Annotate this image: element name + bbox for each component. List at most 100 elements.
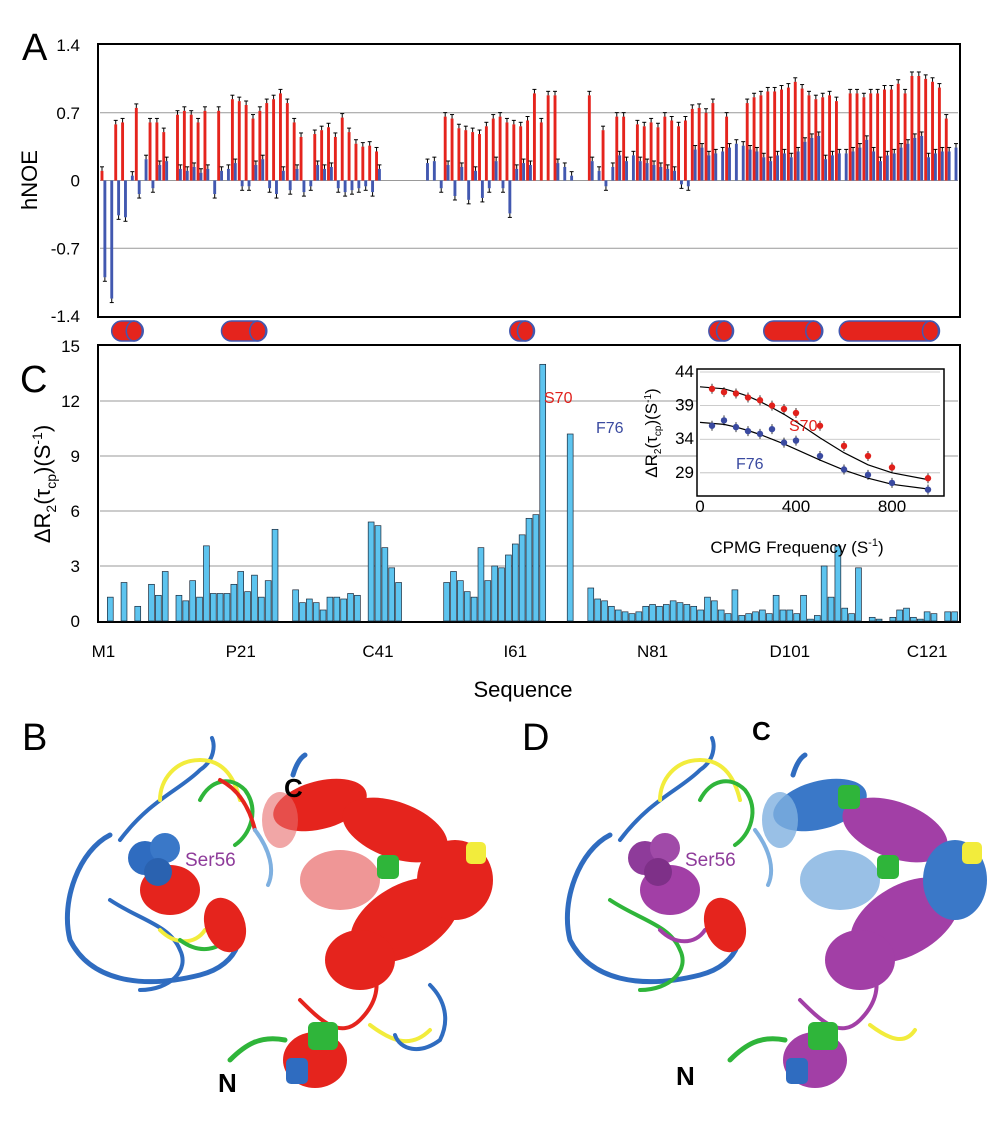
- helix-b-6: [325, 930, 395, 990]
- hnoe-bar: [828, 95, 832, 181]
- hnoe-bar: [539, 122, 543, 181]
- hnoe-bar: [151, 180, 155, 189]
- helix-cylinder: [838, 320, 941, 342]
- hnoe-bar: [831, 155, 834, 181]
- hnoe-bar: [285, 103, 289, 181]
- delta-r2-bar: [189, 580, 196, 622]
- hnoe-bar: [494, 161, 498, 181]
- helix-b-9: [262, 792, 298, 848]
- delta-r2-bar: [738, 615, 746, 622]
- inset-data-point: [888, 464, 896, 471]
- hnoe-bar: [343, 180, 347, 193]
- hnoe-bar: [872, 151, 876, 181]
- delta-r2-bar: [793, 613, 800, 622]
- inset-data-point: [744, 427, 752, 435]
- delta-r2-x-axis-label: Sequence: [473, 677, 572, 702]
- delta-r2-bar: [704, 596, 711, 622]
- helix-d-2: [842, 797, 948, 863]
- hnoe-bar: [484, 126, 488, 181]
- hnoe-bar: [793, 81, 797, 181]
- delta-r2-bar: [697, 609, 704, 622]
- delta-r2-bar: [601, 600, 608, 622]
- hnoe-bar: [855, 93, 859, 181]
- delta-r2-bar: [216, 593, 224, 622]
- delta-r2-bar: [635, 611, 643, 622]
- delta-r2-bar: [518, 534, 526, 622]
- hnoe-bar: [251, 118, 255, 181]
- hnoe-bar: [233, 163, 237, 181]
- delta-r2-bar: [264, 580, 272, 622]
- hnoe-bar: [652, 165, 656, 181]
- delta-r2-bar: [889, 616, 897, 622]
- delta-r2-bar: [745, 613, 752, 622]
- annotation-s70: S70: [544, 390, 573, 407]
- delta-r2-bar: [182, 600, 190, 622]
- hnoe-bar: [944, 118, 948, 181]
- delta-r2-bar: [765, 613, 773, 622]
- helix-d-nterm-green: [808, 1022, 838, 1050]
- delta-r2-bar: [299, 602, 306, 622]
- delta-r2-bar: [457, 580, 464, 622]
- inset-data-point: [708, 422, 716, 429]
- delta-r2-bar: [614, 609, 622, 622]
- delta-r2-bar: [477, 547, 485, 622]
- inset-data-point: [888, 479, 896, 487]
- ser56-label-b: Ser56: [185, 850, 236, 871]
- panel-letter-c: C: [20, 359, 47, 401]
- hnoe-bar: [762, 157, 766, 181]
- helix-d-3: [800, 850, 880, 910]
- hnoe-bar: [570, 175, 574, 181]
- loop-bottom-blue: [393, 983, 448, 1051]
- hnoe-plot-frame: [97, 43, 961, 318]
- helix-cylinder: [110, 320, 144, 342]
- hnoe-bar: [474, 170, 477, 181]
- hnoe-bar: [618, 155, 622, 181]
- delta-r2-bar: [752, 611, 759, 622]
- hnoe-bar: [467, 180, 471, 200]
- delta-r2-y-tick-label: 3: [71, 557, 80, 576]
- hnoe-bar: [505, 122, 509, 181]
- hnoe-bar: [176, 114, 179, 181]
- delta-r2-bar: [155, 594, 162, 622]
- delta-r2-bar: [161, 571, 169, 622]
- inset-data-point: [816, 452, 824, 460]
- hnoe-bar: [292, 122, 296, 181]
- hnoe-bar: [883, 89, 886, 181]
- panel-letter-d: D: [522, 717, 549, 759]
- helix-cylinder: [762, 320, 824, 342]
- delta-r2-y-ticks: 0 3 6 9 12 15: [61, 337, 80, 631]
- inset-data-point: [768, 402, 776, 409]
- hnoe-bar: [563, 166, 567, 181]
- hnoe-bar: [649, 122, 653, 181]
- delta-r2-x-tick-label: D101: [770, 642, 811, 661]
- inset-data-point: [732, 423, 740, 431]
- hnoe-bar: [697, 107, 701, 181]
- hnoe-bar: [851, 151, 855, 181]
- hnoe-bar: [927, 157, 930, 181]
- hnoe-bar: [677, 126, 681, 181]
- helix-cylinder-end: [249, 320, 267, 342]
- delta-r2-bar: [669, 600, 677, 622]
- hnoe-bar: [501, 180, 505, 189]
- hnoe-bar: [309, 180, 313, 187]
- delta-r2-bar: [258, 596, 265, 622]
- delta-r2-bar: [388, 567, 396, 622]
- hnoe-bar: [556, 163, 560, 181]
- hnoe-bar: [446, 165, 450, 181]
- helix-d-6: [825, 930, 895, 990]
- delta-r2-bar: [800, 594, 807, 622]
- hnoe-bar: [313, 134, 317, 181]
- delta-r2-bar: [786, 609, 794, 622]
- hnoe-y-tick-label: 0: [71, 172, 80, 191]
- hnoe-bar: [680, 180, 683, 185]
- delta-r2-bar: [621, 611, 629, 622]
- hnoe-bar: [611, 166, 615, 181]
- hnoe-bar: [821, 97, 825, 181]
- delta-r2-bar: [340, 598, 347, 622]
- delta-r2-bar: [443, 582, 450, 622]
- hnoe-bar: [117, 180, 121, 216]
- hnoe-bar: [288, 180, 292, 191]
- helix-cylinder-end: [516, 320, 535, 342]
- inset-data-point: [768, 425, 776, 433]
- hnoe-bar: [464, 130, 468, 181]
